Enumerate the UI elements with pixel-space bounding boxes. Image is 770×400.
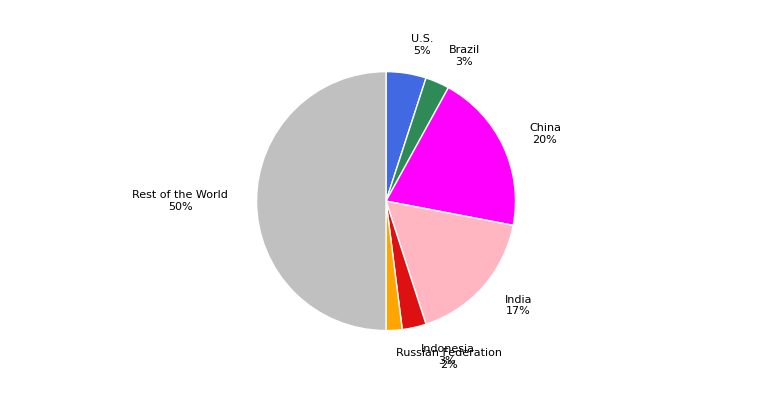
Text: U.S.
5%: U.S. 5% — [410, 34, 434, 56]
Text: Brazil
3%: Brazil 3% — [449, 45, 480, 67]
Wedge shape — [386, 201, 426, 330]
Wedge shape — [386, 201, 513, 324]
Wedge shape — [386, 201, 402, 330]
Text: India
17%: India 17% — [504, 295, 532, 316]
Text: Indonesia
3%: Indonesia 3% — [420, 344, 474, 366]
Text: Rest of the World
50%: Rest of the World 50% — [132, 190, 228, 212]
Text: Russian Federation
2%: Russian Federation 2% — [396, 348, 502, 370]
Wedge shape — [386, 78, 448, 201]
Wedge shape — [256, 72, 386, 330]
Text: China
20%: China 20% — [529, 123, 561, 145]
Wedge shape — [386, 88, 515, 225]
Wedge shape — [386, 72, 426, 201]
